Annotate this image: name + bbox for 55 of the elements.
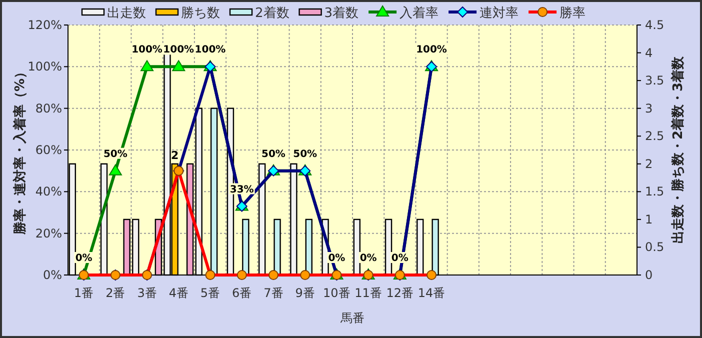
y-tick-label: 0% (42, 268, 62, 282)
legend-label: 勝ち数 (181, 6, 220, 21)
data-label: 100% (194, 44, 226, 56)
x-tick-label: 12番 (386, 286, 414, 300)
y2-tick-label: 3 (645, 101, 653, 116)
legend-label: 連対率 (480, 5, 519, 21)
x-tick-label: 9番 (295, 286, 315, 300)
data-label: 100% (163, 44, 194, 56)
y-tick-label: 60% (35, 143, 62, 157)
y2-tick-label: 1 (645, 212, 653, 226)
y-tick-label: 100% (28, 60, 62, 74)
y-axis-title: 勝率・連対率・入着率（%） (12, 65, 28, 236)
x-tick-label: 4番 (168, 286, 188, 300)
legend-label: 勝率 (560, 5, 586, 21)
x-tick-label: 10番 (323, 286, 350, 300)
data-label: 33% (230, 184, 254, 196)
y-tick-label: 20% (35, 226, 62, 240)
x-tick-label: 1番 (74, 286, 94, 300)
y2-tick-label: 4.5 (645, 18, 664, 32)
y2-tick-label: 3.5 (645, 74, 664, 88)
data-label: 100% (132, 44, 162, 56)
x-tick-label: 5番 (200, 286, 220, 300)
y2-tick-label: 2 (645, 156, 653, 171)
x-tick-label: 6番 (232, 286, 252, 300)
y2-tick-label: 0 (645, 268, 653, 282)
x-tick-label: 2番 (106, 286, 126, 300)
x-tick-label: 3番 (137, 286, 157, 300)
x-axis-title: 馬番 (340, 311, 364, 325)
y2-tick-label: 0.5 (645, 240, 664, 254)
x-tick-label: 7番 (264, 286, 284, 300)
point (108, 164, 122, 176)
x-tick-label: 14番 (418, 286, 446, 300)
data-label: 0% (75, 253, 92, 264)
y2-axis-title: 出走数・勝ち数・2着数・3着数 (670, 55, 686, 244)
legend-label: 出走数 (107, 6, 146, 21)
legend-label: 2着数 (255, 5, 290, 21)
data-label: 50% (103, 148, 128, 160)
legend-label: 入着率 (400, 5, 439, 21)
data-label: 2 (171, 148, 179, 162)
data-label: 0% (360, 253, 377, 264)
data-label: 0% (391, 253, 408, 264)
y2-tick-label: 2.5 (645, 129, 664, 144)
x-tick-label: 11番 (354, 286, 382, 300)
data-label: 50% (293, 148, 318, 160)
y-tick-label: 80% (35, 101, 62, 116)
point (140, 60, 154, 72)
point (172, 60, 186, 72)
y-tick-label: 40% (35, 184, 62, 199)
data-label: 0% (328, 253, 346, 264)
data-label: 50% (262, 148, 286, 160)
legend-label: 3着数 (324, 5, 359, 21)
y2-tick-label: 4 (645, 46, 653, 60)
y-tick-label: 120% (28, 18, 62, 32)
data-label: 100% (416, 44, 447, 56)
y2-tick-label: 1.5 (645, 184, 664, 199)
